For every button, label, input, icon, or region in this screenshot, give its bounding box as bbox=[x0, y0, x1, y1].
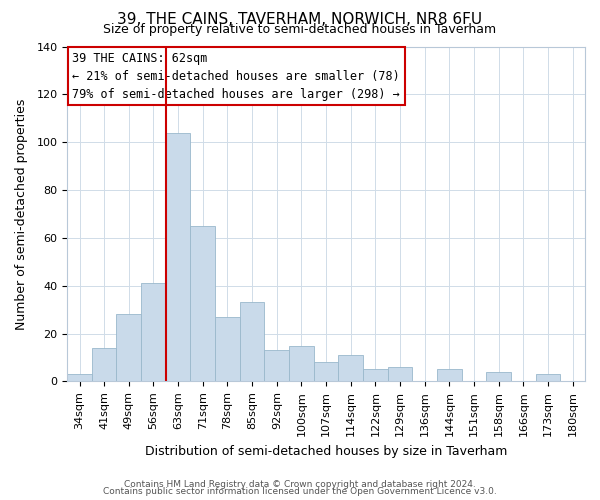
Text: 39, THE CAINS, TAVERHAM, NORWICH, NR8 6FU: 39, THE CAINS, TAVERHAM, NORWICH, NR8 6F… bbox=[118, 12, 482, 28]
Bar bbox=[92, 348, 116, 382]
Bar bbox=[67, 374, 92, 382]
Bar bbox=[215, 317, 240, 382]
Bar bbox=[314, 362, 338, 382]
Text: Size of property relative to semi-detached houses in Taverham: Size of property relative to semi-detach… bbox=[103, 22, 497, 36]
Bar bbox=[116, 314, 141, 382]
Bar bbox=[536, 374, 560, 382]
Bar bbox=[487, 372, 511, 382]
Text: 39 THE CAINS: 62sqm
← 21% of semi-detached houses are smaller (78)
79% of semi-d: 39 THE CAINS: 62sqm ← 21% of semi-detach… bbox=[73, 52, 400, 100]
Bar bbox=[166, 132, 190, 382]
Bar bbox=[437, 370, 462, 382]
Bar bbox=[363, 370, 388, 382]
Bar bbox=[338, 355, 363, 382]
Bar bbox=[141, 284, 166, 382]
Text: Contains HM Land Registry data © Crown copyright and database right 2024.: Contains HM Land Registry data © Crown c… bbox=[124, 480, 476, 489]
Y-axis label: Number of semi-detached properties: Number of semi-detached properties bbox=[15, 98, 28, 330]
Bar bbox=[388, 367, 412, 382]
X-axis label: Distribution of semi-detached houses by size in Taverham: Distribution of semi-detached houses by … bbox=[145, 444, 507, 458]
Bar bbox=[190, 226, 215, 382]
Bar bbox=[265, 350, 289, 382]
Text: Contains public sector information licensed under the Open Government Licence v3: Contains public sector information licen… bbox=[103, 487, 497, 496]
Bar bbox=[240, 302, 265, 382]
Bar bbox=[289, 346, 314, 382]
